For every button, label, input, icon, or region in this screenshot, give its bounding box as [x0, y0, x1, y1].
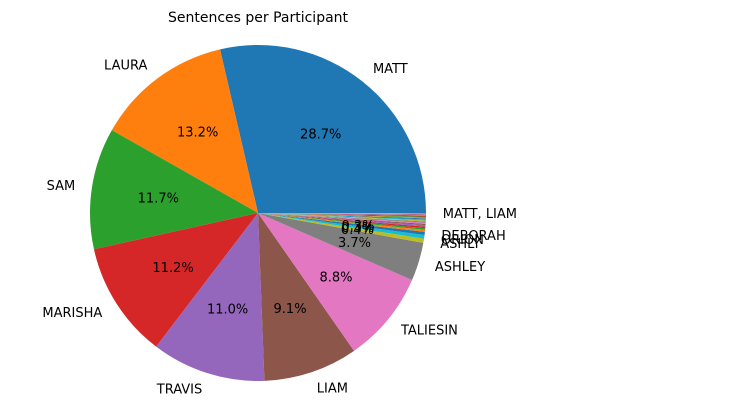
percent-label: 11.0% — [207, 303, 248, 318]
pie-slice-minor-14 — [258, 213, 426, 227]
pie-slice-minor-22 — [258, 213, 426, 218]
percent-label: 9.1% — [274, 302, 307, 317]
pie-slice-minor-12 — [258, 213, 426, 230]
pie-slice-taliesin — [258, 213, 413, 351]
percent-label: 11.2% — [152, 261, 193, 276]
percent-label: 13.2% — [177, 126, 218, 141]
pie-slice-minor-27 — [258, 213, 426, 215]
percent-label: 0.3% — [341, 221, 374, 236]
slice-label: LIAM — [317, 382, 348, 397]
pie-slice-minor-18 — [258, 213, 426, 222]
percent-label: 28.7% — [300, 128, 341, 143]
pie-slice-minor-25 — [258, 213, 426, 216]
pie-slice-sam — [89, 130, 259, 250]
pie-slice-travis — [156, 213, 265, 381]
pie-slice-minor-23 — [258, 213, 426, 217]
slice-label: ASHLEY — [435, 260, 485, 275]
pie-slice-liam — [258, 213, 355, 381]
slice-label: MARISHA — [42, 306, 102, 321]
slice-label: LAURA — [104, 58, 147, 73]
pie-slice-minor-11 — [258, 213, 426, 232]
percent-label: 11.7% — [138, 192, 179, 207]
pie-slice-marisha — [93, 213, 258, 347]
pie-slice-ashley — [258, 213, 424, 281]
slice-label: TRAVIS — [156, 383, 203, 398]
percent-labels: 28.7% 13.2% 11.7% 11.2% 11.0% 9.1% 8.8% 3.7%0.4… — [138, 126, 375, 318]
pie-slice-matt-liam — [258, 213, 426, 214]
pie-slice-minor-13 — [258, 213, 426, 229]
pie-slice-minor-19 — [258, 213, 426, 221]
pie-slice-minor-16 — [258, 213, 426, 224]
pie-slice-minor-20 — [258, 213, 426, 220]
slice-label: ORION — [441, 233, 484, 248]
pie-slice-orion — [258, 213, 425, 239]
slice-label: TALIESIN — [400, 324, 458, 339]
pie-slice-minor-24 — [258, 213, 426, 216]
slice-name-labels: MATT LAURA SAM MARISHA TRAVIS LIAM TALIESIN ASH… — [42, 58, 517, 397]
percent-label: 0.4% — [341, 223, 374, 238]
slice-label: MATT — [373, 62, 408, 77]
slice-label: DEBORAH — [441, 229, 505, 244]
percent-label: 8.8% — [319, 270, 352, 285]
chart-title: Sentences per Participant — [168, 10, 349, 26]
pie-slice-ashly — [258, 213, 425, 243]
slice-label: SAM — [47, 179, 76, 194]
slice-label: MATT, LIAM — [443, 207, 517, 222]
pie-slice-minor-17 — [258, 213, 426, 223]
pie-slices — [89, 44, 426, 381]
pie-slice-minor-21 — [258, 213, 426, 219]
pie-slice-minor-15 — [258, 213, 426, 226]
slice-label: ASHLY — [440, 237, 480, 252]
pie-slice-minor-26 — [258, 213, 426, 215]
percent-label: 3.7% — [338, 236, 371, 251]
pie-slice-laura — [111, 49, 258, 213]
pie-slice-deborah — [258, 213, 425, 236]
pie-slice-matt — [220, 44, 426, 214]
percent-label: 0.3% — [342, 219, 375, 234]
